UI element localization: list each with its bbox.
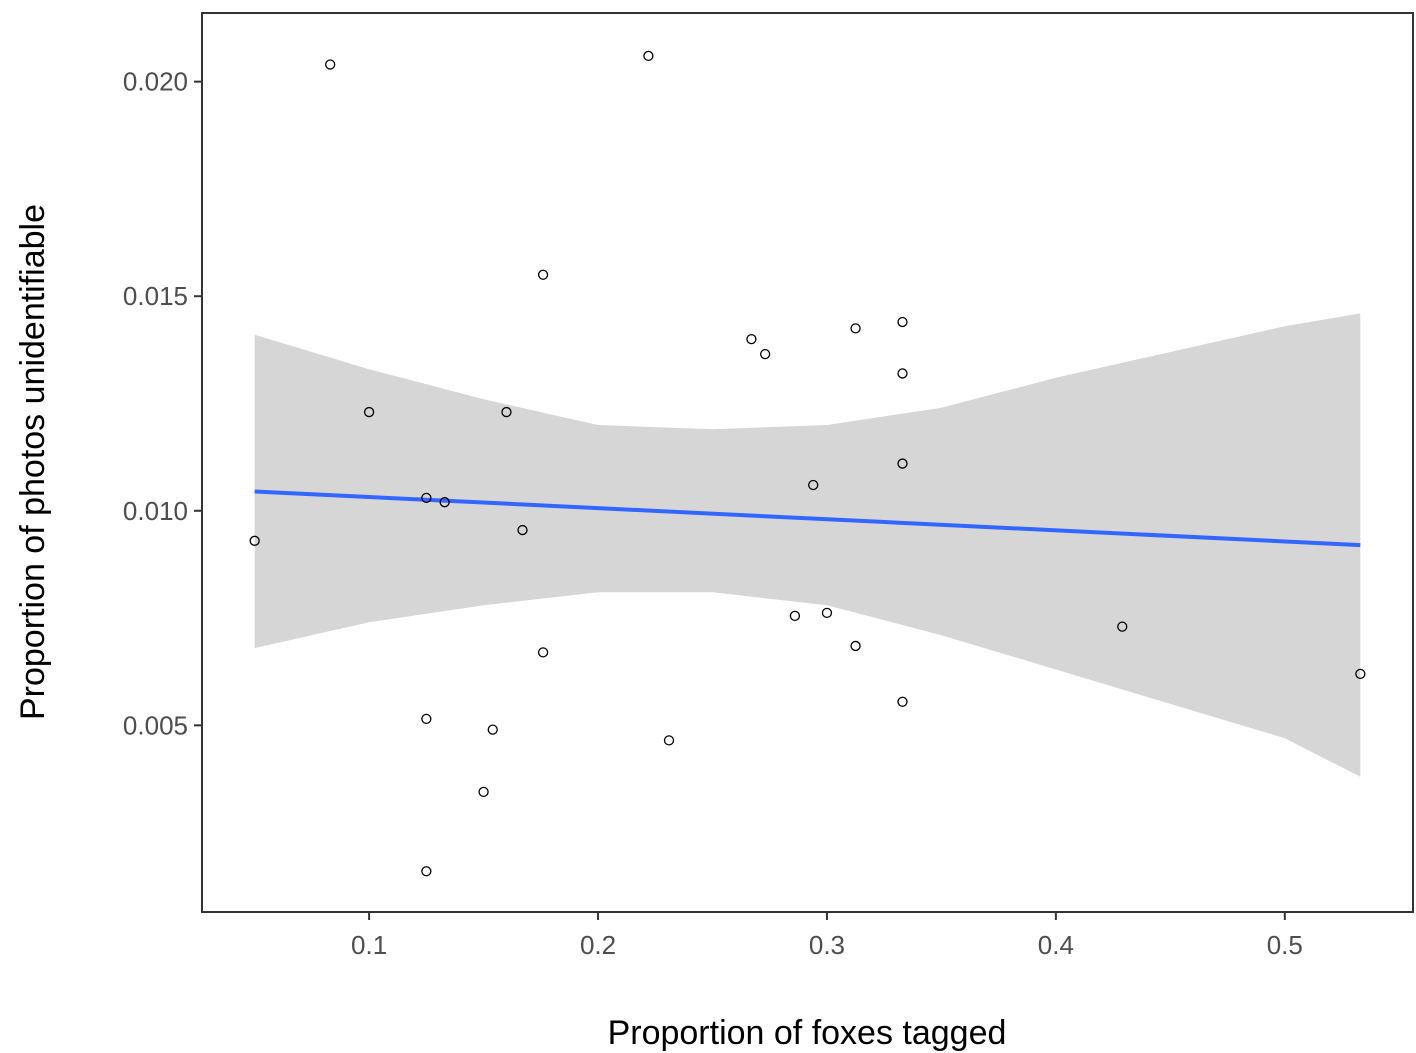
y-tick-label: 0.010 bbox=[123, 496, 188, 526]
x-tick-label: 0.1 bbox=[351, 930, 387, 960]
data-point bbox=[439, 497, 450, 508]
data-point bbox=[421, 492, 432, 504]
confidence-band bbox=[254, 313, 1361, 777]
y-tick-label: 0.020 bbox=[123, 67, 188, 97]
confidence-band-layer bbox=[254, 313, 1361, 777]
plot-panel-border bbox=[201, 12, 1414, 913]
data-point bbox=[517, 524, 528, 536]
data-point bbox=[1117, 621, 1128, 632]
data-point bbox=[759, 348, 771, 360]
data-point bbox=[850, 323, 861, 334]
x-tick-label: 0.2 bbox=[580, 930, 616, 960]
data-point bbox=[850, 640, 861, 652]
x-tick-label: 0.3 bbox=[809, 930, 845, 960]
data-point bbox=[478, 786, 489, 797]
data-point bbox=[643, 50, 654, 62]
data-point bbox=[537, 647, 549, 658]
data-point bbox=[821, 607, 833, 619]
data-point bbox=[501, 406, 512, 418]
data-point bbox=[897, 316, 908, 328]
data-point bbox=[487, 724, 498, 735]
data-point bbox=[897, 368, 908, 379]
x-tick-label: 0.5 bbox=[1267, 930, 1303, 960]
data-point bbox=[808, 479, 819, 491]
data-point bbox=[537, 269, 549, 280]
data-point bbox=[897, 458, 908, 469]
data-point bbox=[663, 735, 675, 746]
x-axis: 0.1 0.2 0.3 0.4 0.5 bbox=[351, 912, 1303, 960]
data-point bbox=[325, 59, 336, 70]
y-axis: 0.005 0.010 0.015 0.020 bbox=[123, 67, 202, 740]
data-point bbox=[363, 406, 375, 418]
data-point bbox=[421, 713, 432, 725]
x-tick-label: 0.4 bbox=[1038, 930, 1074, 960]
x-axis-title: Proportion of foxes tagged bbox=[608, 1014, 1007, 1052]
y-tick-label: 0.005 bbox=[123, 710, 188, 740]
data-point bbox=[789, 610, 801, 622]
data-point bbox=[897, 696, 908, 707]
data-point bbox=[1355, 668, 1366, 679]
data-point bbox=[746, 333, 757, 345]
y-tick-label: 0.015 bbox=[123, 281, 188, 311]
data-point bbox=[421, 866, 432, 877]
fit-line bbox=[254, 489, 1361, 548]
data-point bbox=[249, 535, 260, 546]
y-axis-title: Proportion of photos unidentifiable bbox=[14, 204, 52, 720]
fit-line-layer bbox=[254, 489, 1361, 548]
data-points-layer bbox=[249, 50, 1366, 877]
